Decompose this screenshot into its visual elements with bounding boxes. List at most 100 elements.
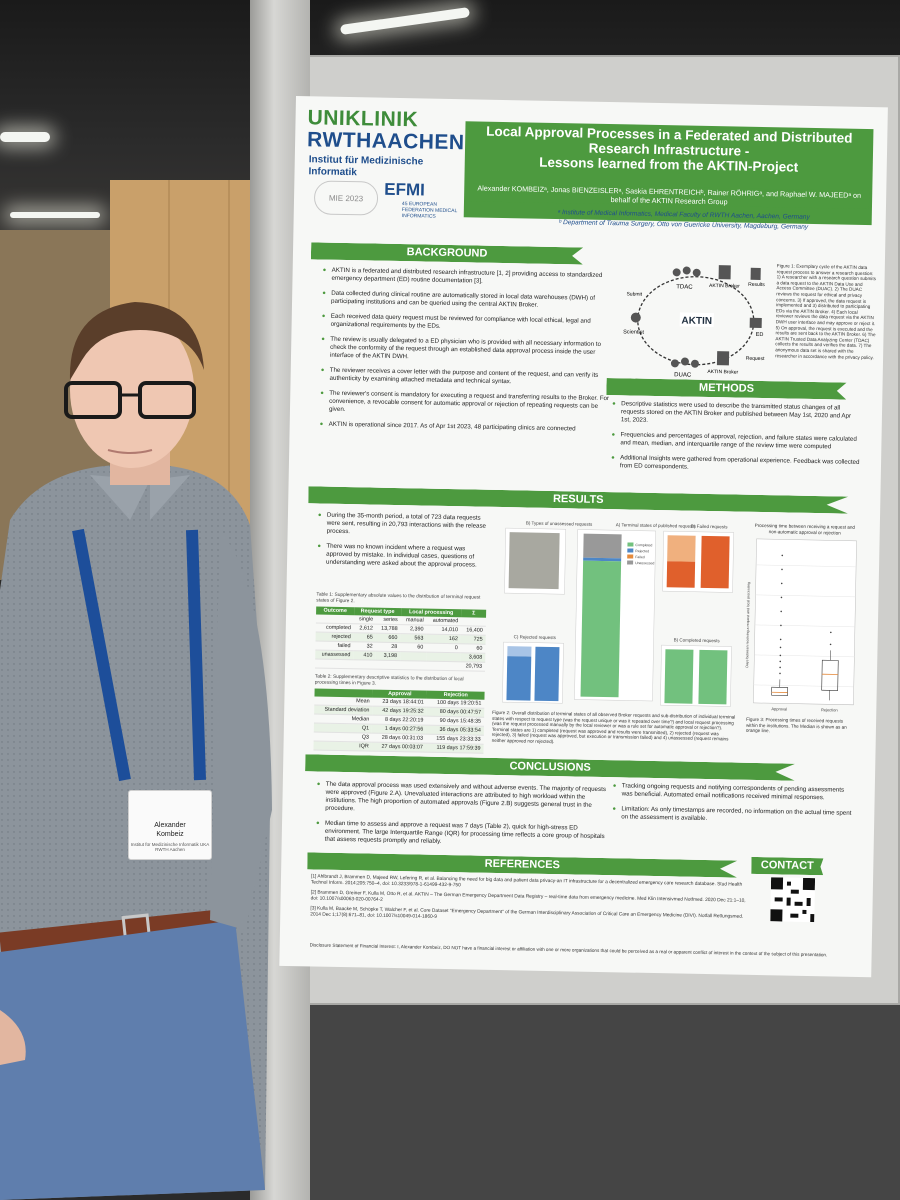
list-item: Descriptive statistics were used to desc… — [612, 400, 862, 429]
table-cell: 660 — [375, 633, 401, 643]
list-item: Additional Insights were gathered from o… — [611, 454, 861, 475]
list-item: There was no known incident where a requ… — [317, 542, 487, 569]
figure3-title: Processing time between receiving a requ… — [754, 522, 856, 536]
mie-conference-logo: MIE 2023 — [313, 180, 379, 216]
legend-item: Completed — [635, 543, 652, 547]
broker2-label: AKTIN Broker — [707, 369, 738, 376]
ed-label: ED — [756, 332, 764, 338]
y-axis-label: Days between receiving a request and loc… — [745, 582, 751, 668]
axis-label: Rejection — [821, 707, 838, 712]
list-item: Median time to assess and approve a requ… — [316, 820, 606, 850]
panel-title: C) Rejected requests — [514, 634, 557, 640]
badge-name: Alexander Kombeiz — [129, 821, 211, 839]
results-heading: RESULTS — [308, 486, 848, 513]
list-item: The data approval process was used exten… — [316, 781, 607, 819]
badge-first-name: Alexander — [154, 822, 186, 829]
list-item: Tracking ongoing requests and notifying … — [613, 782, 853, 803]
methods-list: Descriptive statistics were used to desc… — [611, 400, 862, 482]
axis-label: Approval — [771, 706, 787, 711]
table-cell — [375, 660, 400, 670]
background-heading: BACKGROUND — [311, 242, 583, 264]
table2-caption: Table 2: Supplementary descriptive stati… — [314, 674, 464, 687]
list-item: Limitation: As only timestamps are recor… — [612, 805, 852, 826]
list-item: During the 35-month period, a total of 7… — [318, 511, 488, 538]
efmi-logo: EFMI — [384, 179, 426, 200]
figure1-caption: Figure 1: Exemplary cycle of the AKTIN d… — [775, 263, 876, 360]
table-row: 20,793 — [315, 658, 486, 672]
badge-last-name: Kombeiz — [156, 831, 184, 838]
legend-item: Rejected — [635, 549, 649, 553]
table-cell: 32 — [353, 641, 376, 652]
table1-caption: Table 1: Supplementary absolute values t… — [316, 592, 481, 604]
results-label: Results — [748, 282, 765, 288]
references-list: [1] Ahlbrandt J, Brammen D, Majeed RW, L… — [310, 874, 751, 930]
list-item: The review is usually delegated to a ED … — [321, 336, 611, 366]
table-cell: 27 days 00:03:07 — [371, 742, 426, 753]
tdac-label: TDAC — [676, 284, 693, 290]
conclusions-left-list: The data approval process was used exten… — [316, 781, 607, 857]
table-cell: 2,612 — [353, 623, 377, 634]
table-cell: 410 — [353, 650, 376, 661]
contact-heading: CONTACT — [751, 857, 823, 875]
table-cell: 16,400 — [460, 625, 486, 636]
table-cell: 563 — [400, 633, 427, 644]
ceiling-light — [10, 212, 100, 218]
legend-item: Failed — [635, 555, 645, 559]
list-item: AKTIN is operational since 2017. As of A… — [320, 421, 610, 435]
panel-title: A) Terminal states of published requests — [616, 522, 697, 529]
table-cell: 725 — [460, 634, 486, 645]
table-cell: 60 — [400, 642, 427, 653]
broker-label: AKTIN Broker — [709, 283, 740, 290]
list-item: Each received data query request must be… — [322, 313, 612, 335]
ceiling-light — [339, 7, 471, 35]
table2: Approval Rejection Mean 23 days 18:44:01 1… — [313, 688, 485, 754]
table-cell: 2,390 — [400, 624, 427, 635]
table-cell: 13,788 — [375, 624, 401, 634]
results-list: During the 35-month period, a total of 7… — [317, 511, 488, 576]
table-cell: 28 — [375, 642, 401, 652]
table-cell: 65 — [353, 632, 376, 643]
presenter-person — [0, 302, 272, 1200]
figure2-caption: Figure 2: Overall distribution of termin… — [491, 709, 736, 745]
table-cell — [353, 659, 376, 670]
list-item: Data collected during clinical routine a… — [322, 290, 612, 312]
background-list: AKTIN is a federated and distributed res… — [319, 267, 612, 442]
badge-institution: Institut für Medizinische Informatik UKA… — [130, 842, 210, 852]
panel-title: D) Failed requests — [691, 524, 729, 530]
table-cell: 20,793 — [460, 661, 486, 672]
list-item: The reviewer receives a cover letter wit… — [321, 367, 611, 389]
conclusions-right-list: Tracking ongoing requests and notifying … — [612, 782, 853, 833]
table1: Outcome Request type Local processing Σ … — [315, 606, 487, 672]
qr-code-icon — [770, 877, 816, 923]
table-cell: 3,608 — [460, 652, 486, 663]
figure3-boxplot: Approval Rejection Days between receivin… — [745, 538, 857, 713]
table-cell — [399, 651, 427, 662]
list-item: AKTIN is a federated and distributed res… — [322, 267, 612, 289]
figure3-caption: Figure 3: Processing times of received r… — [745, 716, 847, 734]
rwth-aachen-logo: RWTHAACHEN — [306, 128, 465, 155]
methods-heading: METHODS — [606, 378, 846, 400]
scientist-label: Scientist — [623, 329, 644, 335]
table-cell: 119 days 17:59:39 — [425, 743, 484, 754]
table-cell: 60 — [460, 643, 486, 654]
request-label: Request — [746, 356, 765, 362]
legend-item: Unassessed — [635, 561, 654, 565]
aktin-cycle-diagram: AKTIN TDAC AKTIN Broker Results Scientis… — [623, 265, 765, 379]
list-item: The reviewer's consent is mandatory for … — [320, 390, 610, 420]
name-badge: Alexander Kombeiz Institut für Medizinis… — [128, 790, 212, 860]
table-cell: IQR — [313, 740, 372, 752]
panel-title: B) Types of unassessed requests — [526, 520, 593, 526]
panel-title: B) Completed requests — [674, 637, 721, 643]
conclusions-heading: CONCLUSIONS — [305, 754, 795, 780]
table-cell: 3,198 — [375, 651, 401, 661]
efmi-subtitle: 45 EUROPEAN FEDERATION MEDICAL INFORMATI… — [401, 201, 458, 220]
list-item: Frequencies and percentages of approval,… — [611, 431, 861, 452]
institute-name: Institut für Medizinische Informatik — [308, 154, 424, 179]
ceiling-light — [0, 132, 50, 142]
table-cell — [399, 660, 426, 671]
submit-label: Submit — [626, 291, 642, 297]
table-cell — [425, 661, 461, 671]
poster: UNIKLINIK RWTHAACHEN Institut für Medizi… — [279, 96, 888, 978]
aktin-label: AKTIN — [681, 315, 712, 327]
references-heading: REFERENCES — [307, 852, 737, 877]
